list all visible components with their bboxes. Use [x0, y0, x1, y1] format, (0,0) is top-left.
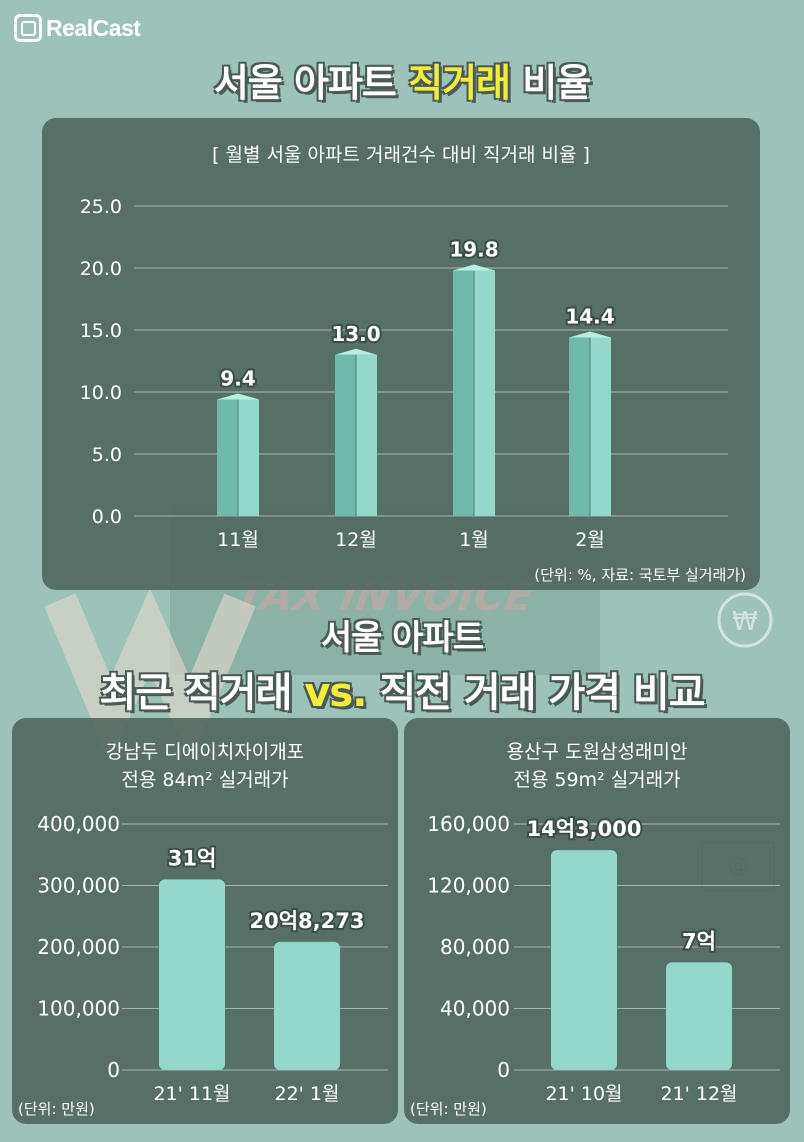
bar-left-face — [453, 270, 474, 516]
bar — [590, 337, 611, 516]
bar — [474, 270, 495, 516]
compare-title-b: 직전 거래 가격 비교 — [366, 670, 705, 716]
y-tick-label: 100,000 — [37, 997, 120, 1021]
yongsan-title-line1: 용산구 도원삼성래미안 — [506, 741, 688, 763]
compare-title-line2: 최근 직거래 vs. 직전 거래 가격 비교 — [0, 660, 804, 718]
compare-vs: vs. — [304, 670, 367, 716]
y-tick-label: 20.0 — [80, 258, 122, 280]
gangnam-chart-title: 강남두 디에이치자이개포 전용 84m² 실거래가 — [12, 738, 398, 794]
y-tick-label: 40,000 — [440, 997, 510, 1021]
yongsan-chart-panel: 용산구 도원삼성래미안 전용 59m² 실거래가 160,000 120,000 8… — [404, 718, 790, 1124]
bar — [238, 399, 259, 516]
title-part1: 서울 아파트 — [213, 61, 409, 105]
compare-title-line1: 서울 아파트 — [320, 618, 484, 658]
bar-cap — [335, 348, 377, 355]
x-tick-label: 21' 10월 — [545, 1083, 622, 1105]
data-label: 13.0 — [331, 322, 380, 346]
yongsan-chart-title: 용산구 도원삼성래미안 전용 59m² 실거래가 — [404, 738, 790, 794]
gangnam-bar-chart: 400,000 300,000 200,000 100,000 0 31억 21' 11월 2… — [37, 812, 388, 1105]
coin-icon — [717, 592, 773, 648]
compare-title-a: 최근 직거래 — [99, 670, 305, 716]
bar-left-face — [217, 399, 238, 516]
y-tick-label: 5.0 — [92, 444, 122, 466]
y-tick-label: 200,000 — [37, 935, 120, 959]
gangnam-title-line2: 전용 84m² 실거래가 — [121, 769, 289, 791]
brand-logo: RealCast — [14, 14, 141, 42]
y-tick-label: 80,000 — [440, 935, 510, 959]
logo-icon — [14, 14, 42, 42]
logo-text: RealCast — [46, 14, 141, 41]
ratio-unit-note: (단위: %, 자료: 국토부 실거래가) — [534, 566, 746, 584]
y-tick-label: 0 — [497, 1058, 510, 1082]
gangnam-chart-panel: 강남두 디에이치자이개포 전용 84m² 실거래가 400,000 300,000… — [12, 718, 398, 1124]
data-label: 9.4 — [220, 366, 255, 390]
title-highlight: 직거래 — [408, 61, 511, 105]
data-label: 14.4 — [565, 304, 614, 328]
y-tick-label: 15.0 — [80, 320, 122, 342]
x-tick-label: 21' 12월 — [660, 1083, 737, 1105]
gangnam-unit-note: (단위: 만원) — [18, 1100, 95, 1118]
y-tick-label: 400,000 — [37, 812, 120, 836]
data-label: 14억3,000 — [527, 817, 642, 841]
ratio-chart-title: [ 월별 서울 아파트 거래건수 대비 직거래 비율 ] — [212, 144, 590, 166]
data-label: 7억 — [682, 929, 716, 953]
gangnam-title-line1: 강남두 디에이치자이개포 — [105, 741, 305, 763]
bar-cap — [217, 393, 259, 400]
page-title: 서울 아파트 직거래 비율 — [0, 52, 804, 107]
won-symbol-decoration — [44, 588, 256, 763]
yongsan-bar-chart: 160,000 120,000 80,000 40,000 0 14억3,000 21' 1… — [427, 812, 780, 1105]
data-label: 31억 — [168, 846, 217, 870]
y-tick-label: 0.0 — [92, 506, 122, 528]
data-label: 19.8 — [449, 237, 498, 261]
ratio-chart-panel: [ 월별 서울 아파트 거래건수 대비 직거래 비율 ] 25.0 20.0 15.… — [42, 118, 760, 590]
bar — [274, 941, 340, 1070]
y-tick-label: 160,000 — [427, 812, 510, 836]
yongsan-title-line2: 전용 59m² 실거래가 — [513, 769, 681, 791]
y-tick-label: 300,000 — [37, 874, 120, 898]
bar-cap — [453, 264, 495, 271]
y-tick-label: 25.0 — [80, 196, 122, 218]
y-tick-label: 0 — [107, 1058, 120, 1082]
x-tick-label: 1월 — [459, 529, 489, 551]
bar-cap — [569, 331, 611, 338]
y-tick-label: 10.0 — [80, 382, 122, 404]
x-tick-label: 22' 1월 — [274, 1083, 339, 1105]
bar — [551, 850, 617, 1070]
data-label: 20억8,273 — [250, 909, 365, 933]
yongsan-unit-note: (단위: 만원) — [410, 1100, 487, 1118]
bar-left-face — [335, 354, 356, 516]
bar — [666, 962, 732, 1070]
title-part2: 비율 — [510, 61, 591, 105]
won-coin-glyph: ₩ — [732, 607, 758, 637]
x-tick-label: 21' 11월 — [153, 1083, 230, 1105]
y-tick-label: 120,000 — [427, 874, 510, 898]
bar — [356, 354, 377, 516]
x-tick-label: 11월 — [217, 529, 259, 551]
bar-left-face — [569, 337, 590, 516]
ratio-bar-chart: 25.0 20.0 15.0 10.0 5.0 0.0 9.4 11월 13.0 12월 19.8 1… — [80, 196, 728, 551]
x-tick-label: 12월 — [335, 529, 377, 551]
x-tick-label: 2월 — [575, 529, 605, 551]
bar — [159, 879, 225, 1070]
